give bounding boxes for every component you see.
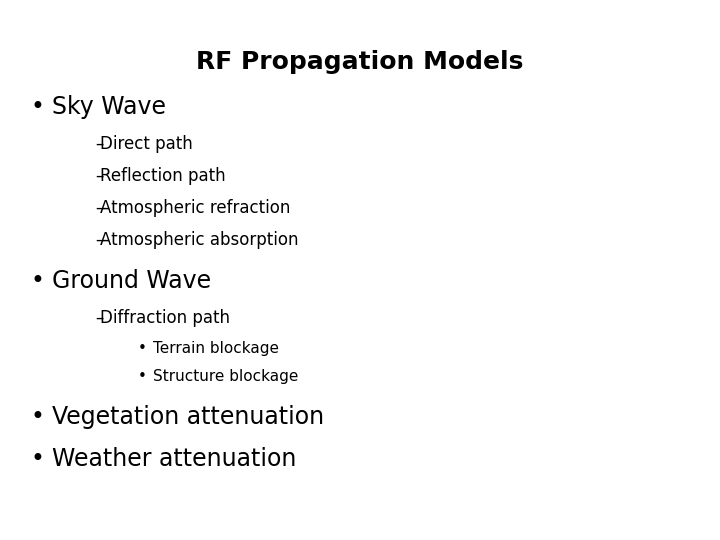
Text: Terrain blockage: Terrain blockage bbox=[153, 341, 279, 356]
Text: •: • bbox=[138, 369, 147, 384]
Text: Diffraction path: Diffraction path bbox=[100, 309, 230, 327]
Text: Ground Wave: Ground Wave bbox=[52, 269, 211, 293]
Text: Reflection path: Reflection path bbox=[100, 167, 225, 185]
Text: Sky Wave: Sky Wave bbox=[52, 95, 166, 119]
Text: –: – bbox=[95, 309, 104, 327]
Text: RF Propagation Models: RF Propagation Models bbox=[197, 50, 523, 74]
Text: Atmospheric refraction: Atmospheric refraction bbox=[100, 199, 290, 217]
Text: •: • bbox=[30, 95, 44, 119]
Text: Structure blockage: Structure blockage bbox=[153, 369, 298, 384]
Text: –: – bbox=[95, 231, 104, 249]
Text: –: – bbox=[95, 199, 104, 217]
Text: –: – bbox=[95, 135, 104, 153]
Text: Direct path: Direct path bbox=[100, 135, 193, 153]
Text: •: • bbox=[30, 405, 44, 429]
Text: •: • bbox=[30, 269, 44, 293]
Text: –: – bbox=[95, 167, 104, 185]
Text: Vegetation attenuation: Vegetation attenuation bbox=[52, 405, 324, 429]
Text: •: • bbox=[30, 447, 44, 471]
Text: Atmospheric absorption: Atmospheric absorption bbox=[100, 231, 299, 249]
Text: •: • bbox=[138, 341, 147, 356]
Text: Weather attenuation: Weather attenuation bbox=[52, 447, 297, 471]
